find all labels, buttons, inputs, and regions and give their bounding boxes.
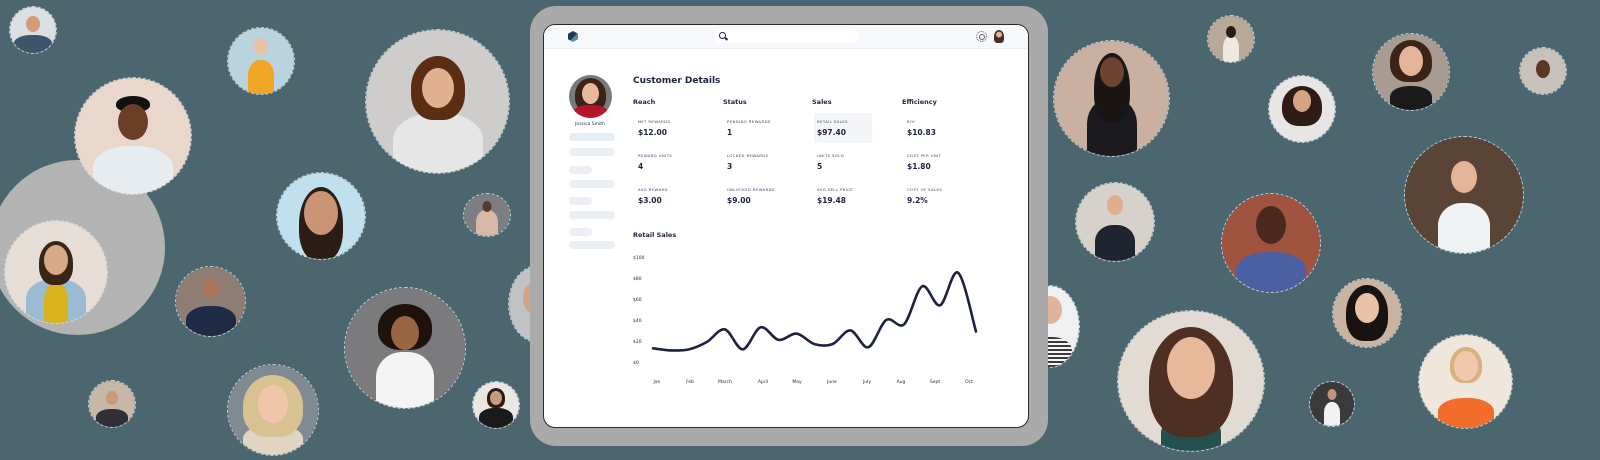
customer-photo-bubble — [74, 77, 192, 195]
placeholder-bar — [569, 197, 592, 205]
metric-label: RETAIL SALES — [817, 119, 848, 124]
placeholder-bar — [569, 241, 615, 249]
y-axis-tick: $20 — [633, 340, 642, 345]
metric-value: 3 — [727, 162, 733, 171]
y-axis-tick: $80 — [633, 277, 642, 282]
customer-photo-bubble — [1309, 381, 1355, 427]
page-title: Customer Details — [633, 76, 721, 86]
customer-photo-bubble — [1519, 47, 1567, 95]
metric-value: $9.00 — [727, 196, 751, 205]
y-axis-tick: $100 — [633, 256, 645, 261]
metric-value: 1 — [727, 128, 733, 137]
x-axis-tick: May — [792, 380, 802, 385]
customer-photo-bubble — [4, 220, 108, 324]
metric-label: UNLOCKED REWARDS — [727, 187, 775, 192]
search-icon — [719, 32, 726, 39]
section-heading-efficiency: Efficiency — [902, 98, 937, 106]
customer-photo-bubble — [88, 380, 136, 428]
x-axis-tick: June — [827, 380, 837, 385]
metric-label: COST OF SALES — [907, 187, 943, 192]
metric-value: $10.83 — [907, 128, 936, 137]
highlighted-metric-cell — [814, 113, 872, 143]
section-heading-reach: Reach — [633, 98, 656, 106]
chart-title: Retail Sales — [633, 231, 677, 239]
user-avatar[interactable] — [994, 30, 1004, 43]
customer-photo-bubble — [1053, 40, 1170, 157]
customer-photo-bubble — [1268, 75, 1336, 143]
customer-name: Jessica Smith — [575, 122, 605, 127]
section-heading-status: Status — [723, 98, 747, 106]
hexagon-logo-icon[interactable] — [568, 31, 578, 42]
x-axis-tick: Jan — [653, 380, 661, 385]
customer-avatar — [569, 75, 612, 118]
y-axis-tick: $0 — [633, 361, 639, 366]
metric-label: UNITS SOLD — [817, 153, 845, 158]
customer-photo-bubble — [276, 172, 366, 260]
metric-value: $12.00 — [638, 128, 667, 137]
customer-photo-bubble — [1404, 136, 1524, 254]
x-axis-tick: March — [718, 380, 732, 385]
y-axis-tick: $40 — [633, 319, 642, 324]
x-axis-tick: April — [757, 380, 769, 385]
customer-photo-bubble — [463, 193, 511, 237]
x-axis-tick: Sept — [929, 380, 941, 385]
placeholder-bar — [569, 211, 615, 219]
customer-photo-bubble — [227, 27, 295, 95]
metric-value: 5 — [817, 162, 823, 171]
metric-label: PENDING REWARDS — [727, 119, 771, 124]
customer-photo-bubble — [227, 364, 319, 456]
customer-photo-bubble — [1075, 182, 1155, 262]
metric-label: COST PER UNIT — [907, 153, 942, 158]
x-axis-tick: Oct — [965, 380, 973, 385]
y-axis-tick: $60 — [633, 298, 642, 303]
metric-value: $19.48 — [817, 196, 846, 205]
customer-photo-bubble — [1117, 310, 1265, 452]
metric-label: NET REWARDS — [638, 119, 671, 124]
customer-photo-bubble — [175, 266, 246, 337]
section-heading-sales: Sales — [812, 98, 832, 106]
sales-line-series — [651, 271, 978, 352]
metric-label: AVG REWARD — [638, 187, 668, 192]
x-axis-tick: Feb — [686, 380, 694, 385]
placeholder-bar — [569, 133, 615, 141]
placeholder-bar — [569, 180, 615, 188]
customer-photo-bubble — [1207, 15, 1255, 63]
x-axis-tick: July — [862, 380, 872, 385]
x-axis-tick: Aug — [896, 380, 906, 385]
metric-label: AVG SELL PRICE — [817, 187, 854, 192]
metric-value: 9.2% — [907, 196, 928, 205]
customer-photo-bubble — [1418, 334, 1513, 429]
metric-label: REWARD UNITS — [638, 153, 673, 158]
metric-value: 4 — [638, 162, 644, 171]
metric-value: $1.80 — [907, 162, 931, 171]
metric-label: LOCKED REWARDS — [727, 153, 769, 158]
customer-photo-bubble — [365, 29, 510, 174]
customer-photo-bubble — [1332, 278, 1402, 348]
top-navigation-bar — [544, 25, 1028, 49]
placeholder-bar — [569, 228, 592, 236]
gear-icon[interactable] — [976, 31, 987, 42]
customer-photo-bubble — [1221, 193, 1321, 293]
retail-sales-line-chart — [651, 271, 978, 352]
customer-photo-bubble — [1372, 33, 1450, 111]
customer-photo-bubble — [9, 6, 57, 54]
search-input[interactable] — [714, 30, 859, 43]
customer-photo-bubble — [344, 287, 466, 409]
metric-label: ROI — [907, 119, 915, 124]
customer-photo-bubble — [472, 381, 520, 429]
metric-value: $97.40 — [817, 128, 846, 137]
placeholder-bar — [569, 166, 592, 174]
metric-value: $3.00 — [638, 196, 662, 205]
placeholder-bar — [569, 148, 615, 156]
tablet-screen: Jessica Smith Customer Details Reach Sta… — [543, 24, 1029, 428]
